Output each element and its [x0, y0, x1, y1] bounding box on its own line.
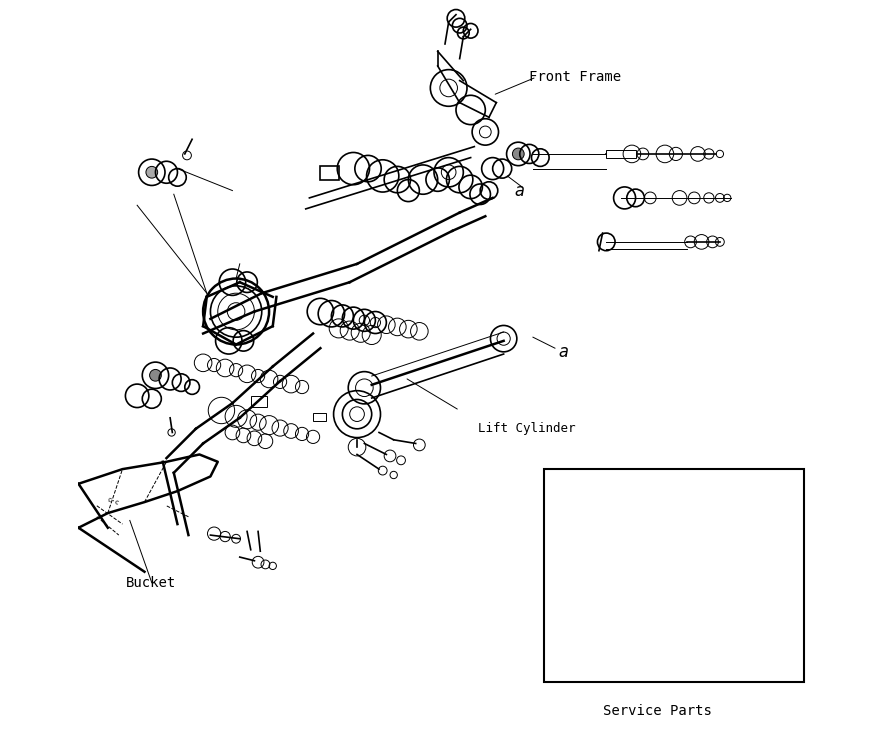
- Text: Lift Cylinder: Lift Cylinder: [478, 422, 576, 435]
- Circle shape: [150, 369, 161, 381]
- Text: c·c: c·c: [106, 497, 120, 507]
- Bar: [606, 150, 635, 158]
- Text: a: a: [559, 343, 569, 361]
- Bar: [544, 469, 805, 682]
- Circle shape: [513, 148, 524, 160]
- Bar: [320, 166, 339, 180]
- Text: Front Frame: Front Frame: [530, 70, 621, 84]
- Circle shape: [146, 166, 158, 178]
- Bar: [251, 396, 267, 407]
- Bar: [313, 413, 327, 421]
- Text: Bucket: Bucket: [126, 575, 176, 590]
- Text: a: a: [514, 182, 524, 199]
- Text: Service Parts: Service Parts: [603, 704, 712, 718]
